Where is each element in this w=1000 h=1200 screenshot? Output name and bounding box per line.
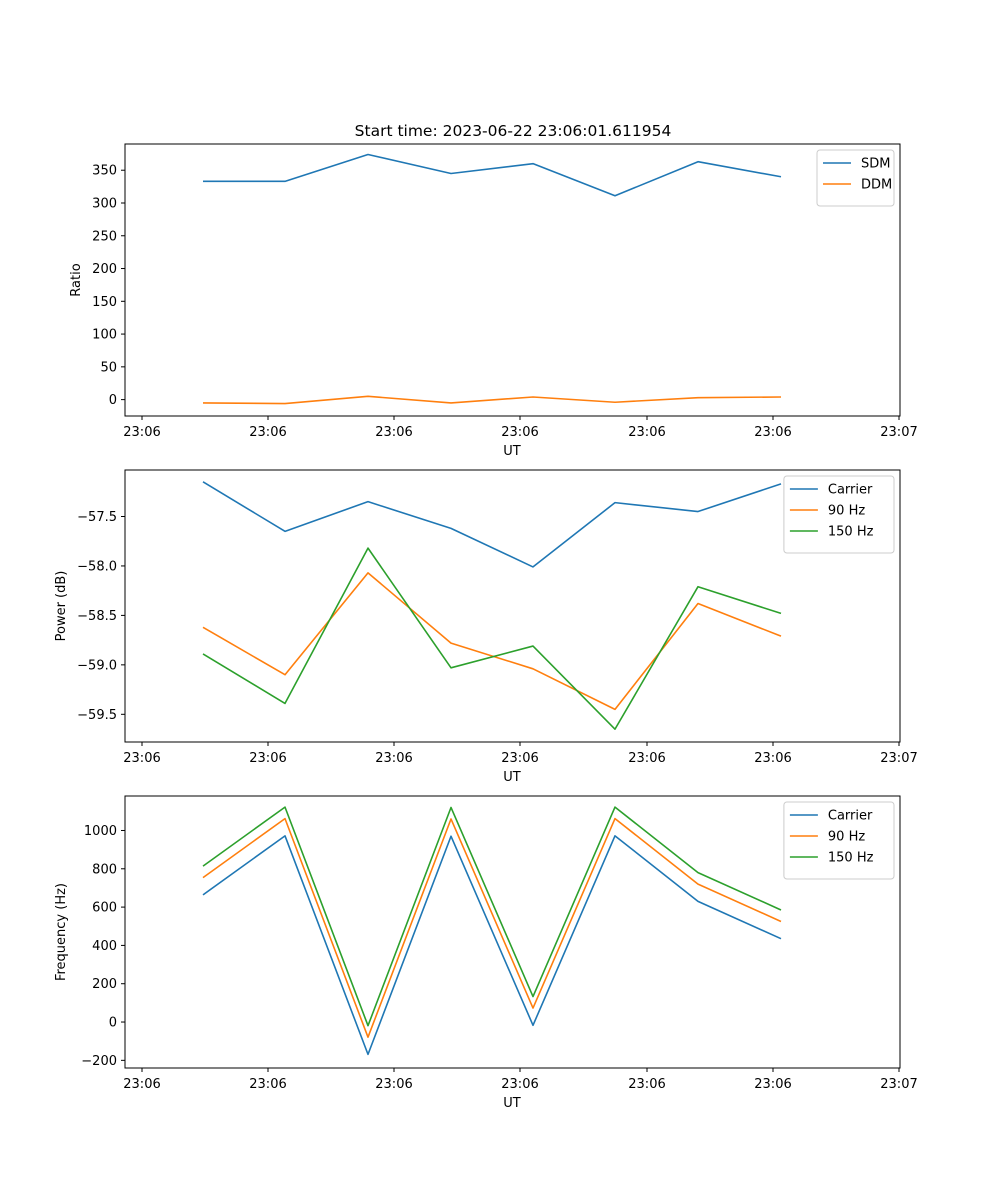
subplot-1: 23:06 23:06 23:06 23:06 23:06 23:06 23:07 0 50 10… [69,143,918,459]
subplot-2: 23:06 23:06 23:06 23:06 23:06 23:06 23:07 −59.5… [54,469,918,785]
x-tick-label: 23:06 [754,1077,791,1092]
y-tick-label: 300 [92,196,117,211]
series-line-150-hz [202,547,782,730]
figure-title: Start time: 2023-06-22 23:06:01.611954 [355,122,672,140]
legend: SDM DDM [816,149,895,207]
x-tick-label: 23:06 [123,425,160,440]
y-tick-label: −58.0 [77,559,117,574]
axes-frame [124,143,901,417]
legend-box [783,801,895,880]
legend-label: 90 Hz [828,830,865,845]
legend: Carrier 90 Hz 150 Hz [783,475,895,554]
y-tick-label: −58.5 [77,609,117,624]
legend-label: SDM [861,157,890,172]
y-tick-label: 50 [100,360,117,375]
x-tick-label: 23:06 [754,751,791,766]
y-tick-label: −200 [81,1054,117,1069]
y-tick-label: 100 [92,328,117,343]
series-line-150-hz [202,806,782,1027]
y-tick-label: 350 [92,164,117,179]
legend-label: Carrier [828,809,873,824]
x-tick-label: 23:06 [375,751,412,766]
x-axis-label: UT [503,444,521,459]
y-tick-label: 250 [92,229,117,244]
legend-box [816,149,895,207]
y-tick-label: 0 [109,1016,117,1031]
series-line-90-hz [202,572,782,711]
x-tick-label: 23:06 [501,425,538,440]
x-axis-label: UT [503,770,521,785]
x-tick-label: 23:06 [249,751,286,766]
x-tick-label: 23:06 [628,1077,665,1092]
y-tick-label: 200 [92,977,117,992]
y-tick-label: −57.5 [77,510,117,525]
x-tick-label: 23:06 [754,425,791,440]
y-tick-label: 600 [92,901,117,916]
legend: Carrier 90 Hz 150 Hz [783,801,895,880]
y-tick-label: −59.5 [77,708,117,723]
x-tick-label: 23:06 [123,1077,160,1092]
x-tick-label: 23:07 [880,425,917,440]
y-axis-label: Frequency (Hz) [54,883,69,981]
legend-label: 150 Hz [828,851,874,866]
y-tick-label: −59.0 [77,658,117,673]
legend-label: DDM [861,178,892,193]
series-line-90-hz [202,817,782,1038]
x-tick-label: 23:06 [501,1077,538,1092]
x-tick-label: 23:06 [123,751,160,766]
series-line-carrier [202,481,782,568]
y-tick-label: 400 [92,939,117,954]
series-line-carrier [202,835,782,1056]
series-line-ddm [202,395,782,405]
legend-label: Carrier [828,483,873,498]
y-tick-label: 1000 [84,824,117,839]
y-axis-label: Ratio [69,263,84,296]
y-tick-label: 800 [92,862,117,877]
legend-label: 90 Hz [828,504,865,519]
y-tick-label: 200 [92,262,117,277]
y-tick-label: 150 [92,295,117,310]
axes-frame [124,795,901,1069]
x-tick-label: 23:06 [628,751,665,766]
legend-label: 150 Hz [828,525,874,540]
x-tick-label: 23:06 [249,425,286,440]
series-line-sdm [203,153,782,197]
axes-frame [124,469,901,743]
y-axis-label: Power (dB) [54,571,69,642]
x-tick-label: 23:06 [249,1077,286,1092]
x-tick-label: 23:06 [375,425,412,440]
legend-box [783,475,895,554]
x-axis-label: UT [503,1096,521,1111]
x-tick-label: 23:07 [880,1077,917,1092]
y-tick-label: 0 [109,393,117,408]
x-tick-label: 23:06 [375,1077,412,1092]
x-tick-label: 23:07 [880,751,917,766]
subplot-3: 23:06 23:06 23:06 23:06 23:06 23:06 23:07 −200 0… [54,795,918,1111]
x-tick-label: 23:06 [501,751,538,766]
x-tick-label: 23:06 [628,425,665,440]
